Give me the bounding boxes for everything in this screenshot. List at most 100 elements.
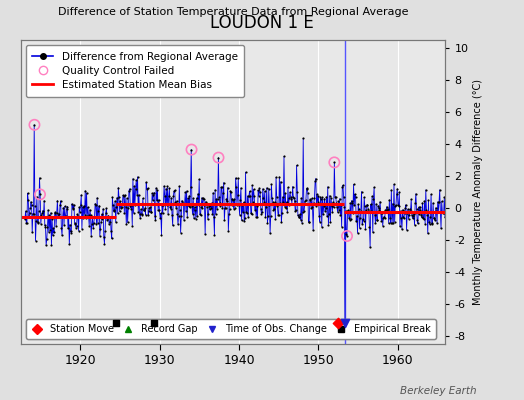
Point bbox=[161, 206, 170, 213]
Point bbox=[54, 213, 62, 219]
Point bbox=[286, 189, 294, 196]
Point bbox=[357, 207, 365, 214]
Point bbox=[191, 207, 200, 214]
Point bbox=[432, 204, 440, 211]
Point bbox=[368, 193, 376, 200]
Point bbox=[245, 193, 253, 199]
Point bbox=[82, 215, 90, 221]
Point bbox=[134, 208, 143, 215]
Point bbox=[303, 185, 311, 191]
Point bbox=[141, 212, 150, 218]
Point bbox=[297, 217, 305, 223]
Point bbox=[36, 191, 45, 198]
Point bbox=[103, 217, 111, 223]
Point bbox=[265, 186, 273, 192]
Point bbox=[351, 191, 359, 197]
Point bbox=[237, 185, 245, 191]
Point bbox=[54, 211, 63, 217]
Point bbox=[177, 229, 185, 236]
Point bbox=[382, 207, 390, 213]
Point bbox=[287, 196, 296, 202]
Point bbox=[243, 193, 252, 199]
Point bbox=[433, 220, 441, 226]
Point bbox=[428, 220, 436, 226]
Point bbox=[223, 184, 232, 191]
Point bbox=[238, 202, 246, 208]
Point bbox=[276, 200, 284, 206]
Point bbox=[70, 202, 78, 208]
Point bbox=[182, 188, 191, 194]
Point bbox=[38, 210, 46, 216]
Point bbox=[212, 196, 221, 202]
Point bbox=[292, 207, 300, 214]
Point bbox=[352, 194, 360, 200]
Point bbox=[275, 212, 283, 218]
Point bbox=[355, 225, 364, 231]
Point bbox=[143, 185, 151, 192]
Point bbox=[35, 208, 43, 214]
Point bbox=[315, 213, 323, 220]
Point bbox=[173, 211, 181, 218]
Point bbox=[175, 183, 183, 190]
Point bbox=[165, 193, 173, 200]
Point bbox=[162, 202, 171, 208]
Point bbox=[95, 202, 103, 209]
Point bbox=[249, 186, 258, 192]
Point bbox=[137, 206, 145, 212]
Text: Berkeley Earth: Berkeley Earth bbox=[400, 386, 477, 396]
Point bbox=[323, 213, 331, 219]
Point bbox=[412, 190, 420, 197]
Point bbox=[348, 210, 357, 216]
Point bbox=[36, 191, 44, 198]
Point bbox=[115, 208, 124, 214]
Point bbox=[192, 216, 200, 222]
Point bbox=[123, 195, 131, 202]
Point bbox=[430, 215, 438, 221]
Point bbox=[249, 199, 257, 206]
Point bbox=[350, 202, 358, 208]
Point bbox=[235, 212, 244, 218]
Point bbox=[158, 202, 166, 208]
Point bbox=[403, 206, 412, 212]
Point bbox=[335, 196, 344, 202]
Point bbox=[346, 200, 354, 206]
Point bbox=[206, 202, 215, 208]
Point bbox=[229, 197, 237, 203]
Point bbox=[226, 188, 235, 194]
Point bbox=[184, 203, 193, 210]
Point bbox=[427, 191, 435, 198]
Point bbox=[147, 209, 155, 216]
Point bbox=[408, 215, 417, 222]
Point bbox=[81, 188, 90, 194]
Point bbox=[42, 242, 50, 248]
Point bbox=[368, 229, 377, 236]
Point bbox=[441, 214, 449, 220]
Point bbox=[22, 220, 30, 226]
Point bbox=[86, 212, 95, 218]
Point bbox=[156, 214, 165, 221]
Point bbox=[176, 207, 184, 214]
Point bbox=[85, 206, 94, 213]
Point bbox=[170, 187, 179, 194]
Point bbox=[89, 225, 97, 231]
Point bbox=[34, 219, 42, 225]
Point bbox=[268, 195, 276, 201]
Point bbox=[405, 216, 413, 222]
Point bbox=[319, 211, 328, 218]
Point bbox=[213, 206, 221, 212]
Point bbox=[67, 228, 75, 235]
Point bbox=[243, 209, 251, 216]
Point bbox=[424, 197, 433, 204]
Point bbox=[310, 194, 319, 201]
Point bbox=[24, 190, 32, 196]
Point bbox=[343, 208, 352, 214]
Point bbox=[399, 214, 408, 221]
Point bbox=[265, 202, 274, 209]
Point bbox=[29, 210, 37, 217]
Point bbox=[99, 216, 107, 222]
Point bbox=[297, 195, 305, 201]
Point bbox=[304, 219, 313, 225]
Point bbox=[266, 230, 274, 236]
Point bbox=[435, 186, 444, 193]
Point bbox=[187, 146, 195, 153]
